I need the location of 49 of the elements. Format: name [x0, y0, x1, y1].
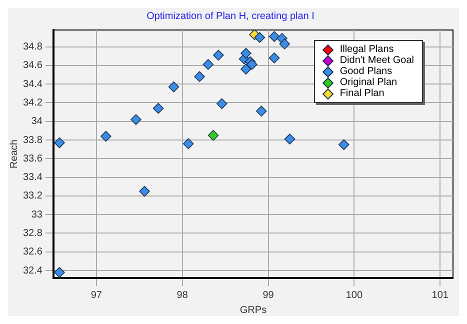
y-tick-label: 32.8 [22, 228, 43, 239]
point [202, 59, 214, 70]
y-tick-label: 34.6 [22, 60, 43, 72]
point [240, 48, 252, 59]
point [246, 59, 258, 70]
point [100, 130, 112, 142]
point [54, 267, 65, 278]
point [54, 137, 65, 148]
legend-label: Illegal Plans [340, 44, 394, 55]
x-axis-title: GRPs [240, 304, 267, 316]
point [168, 81, 180, 92]
point [284, 134, 296, 144]
x-tick-label: 99 [262, 290, 274, 301]
point [130, 114, 142, 125]
y-tick-label: 33.4 [22, 172, 43, 184]
point [216, 98, 228, 110]
y-tick-label: 33 [31, 209, 43, 220]
point [256, 106, 267, 117]
x-tick-label: 97 [90, 290, 102, 301]
point [182, 138, 194, 150]
y-tick-label: 34.8 [22, 42, 43, 53]
y-tick-label: 32.4 [22, 265, 43, 276]
point [139, 186, 150, 197]
x-tick-label: 98 [176, 290, 188, 301]
point [268, 52, 280, 64]
legend-label: Final Plan [340, 88, 384, 99]
point [240, 64, 252, 75]
y-tick-label: 34 [31, 116, 43, 128]
legend-label: Didn't Meet Goal [340, 55, 414, 66]
y-tick-label: 32.6 [22, 246, 43, 258]
x-tick-label: 101 [432, 290, 449, 301]
y-tick-label: 34.2 [22, 97, 43, 108]
y-tick-label: 33.2 [22, 190, 43, 202]
point [279, 38, 290, 50]
point [152, 102, 164, 114]
x-tick-label: 100 [346, 290, 363, 301]
y-tick-label: 34.4 [22, 78, 43, 90]
point [208, 130, 219, 141]
point [194, 71, 205, 82]
point [268, 31, 280, 42]
y-tick-label: 33.6 [22, 153, 43, 164]
point [213, 50, 224, 61]
legend-label: Good Plans [340, 66, 392, 77]
y-axis-title: Reach [8, 140, 20, 168]
y-tick-label: 33.8 [22, 134, 43, 146]
legend-label: Original Plan [340, 77, 398, 88]
point [338, 139, 350, 150]
point [254, 32, 266, 43]
chart-title: Optimization of Plan H, creating plan I [146, 10, 314, 22]
